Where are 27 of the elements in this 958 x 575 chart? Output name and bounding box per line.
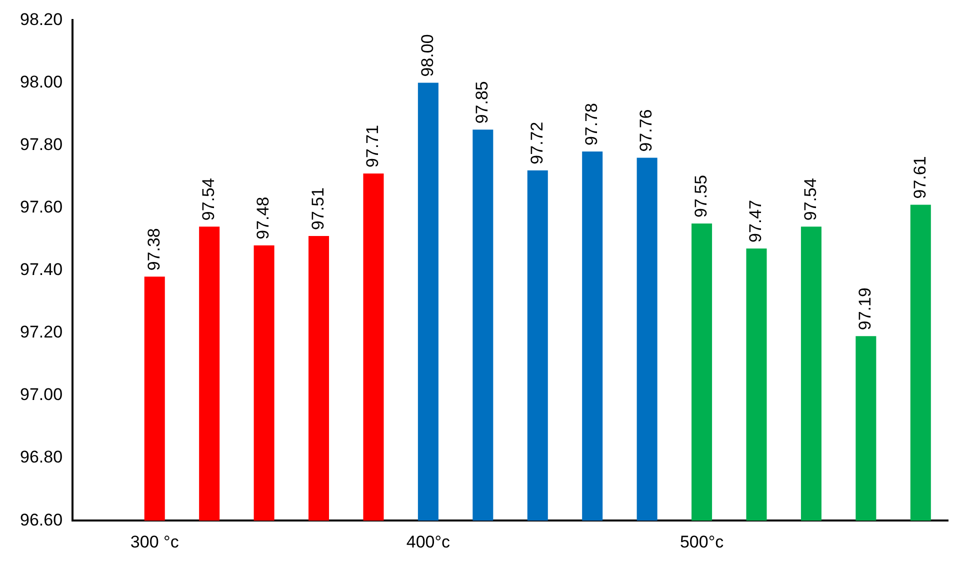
data-label: 97.51	[308, 187, 328, 230]
data-label: 97.48	[254, 196, 273, 240]
data-label: 97.19	[856, 288, 875, 330]
data-label: 97.38	[144, 228, 164, 271]
x-tick-label: 500°c	[680, 532, 724, 552]
data-label: 97.72	[527, 122, 546, 164]
y-tick-label: 96.80	[20, 448, 63, 467]
y-tick-label: 98.00	[20, 72, 63, 92]
x-tick-label: 400°c	[406, 532, 451, 552]
data-label: 97.71	[363, 124, 382, 168]
data-label: 97.61	[910, 156, 930, 199]
y-tick-label: 97.20	[20, 322, 63, 342]
data-label: 97.47	[746, 200, 766, 243]
data-label: 97.55	[691, 174, 710, 218]
data-label: 97.85	[472, 81, 492, 124]
data-label: 97.76	[636, 109, 656, 152]
x-tick-label: 300 °c	[130, 532, 180, 552]
y-tick-label: 97.80	[20, 134, 63, 154]
data-label: 97.78	[582, 103, 602, 146]
y-tick-label: 98.20	[20, 10, 63, 29]
data-label: 98.00	[418, 34, 437, 77]
y-tick-label: 97.00	[20, 385, 63, 404]
y-tick-label: 97.40	[20, 260, 63, 280]
data-label: 97.54	[800, 178, 820, 221]
data-label: 97.54	[199, 178, 218, 221]
y-tick-label: 96.60	[20, 510, 63, 530]
y-tick-label: 97.60	[20, 198, 63, 217]
